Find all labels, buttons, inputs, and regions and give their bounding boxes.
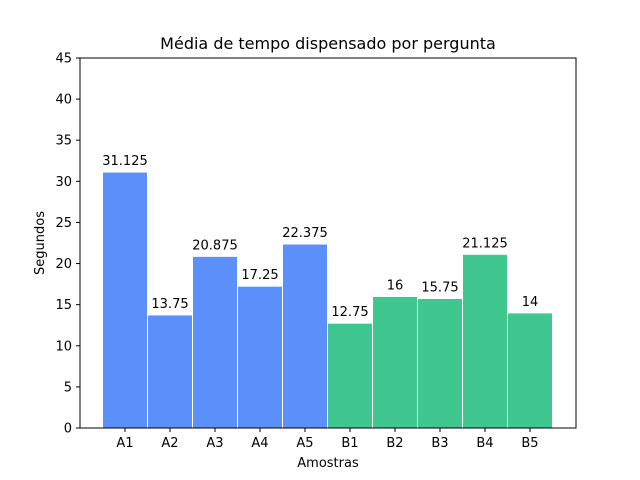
value-label-a2: 13.75: [151, 297, 188, 312]
bars-group: [102, 171, 553, 429]
x-tick-label-a4: A4: [251, 436, 268, 451]
x-tick-label-a1: A1: [116, 436, 133, 451]
bar-a1: [102, 171, 148, 429]
bar-a4: [237, 285, 283, 429]
y-tick-label-35: 35: [55, 134, 72, 149]
bar-a3: [192, 255, 238, 429]
x-tick-label-b4: B4: [476, 436, 493, 451]
plot-frame: [79, 57, 577, 429]
value-label-b4: 21.125: [462, 236, 508, 251]
x-tick-label-a5: A5: [296, 436, 313, 451]
bar-b3: [417, 298, 463, 429]
x-tick-label-b1: B1: [341, 436, 358, 451]
value-label-a1: 31.125: [102, 154, 148, 169]
x-tick-label-b3: B3: [431, 436, 448, 451]
y-tick-label-5: 5: [64, 380, 72, 395]
value-label-b3: 15.75: [421, 281, 458, 296]
x-tick-label-a2: A2: [161, 436, 178, 451]
x-tick-label-b2: B2: [386, 436, 403, 451]
y-tick-label-25: 25: [55, 216, 72, 231]
y-tick-label-40: 40: [55, 93, 72, 108]
bar-b1: [327, 322, 373, 429]
y-tick-label-10: 10: [55, 339, 72, 354]
y-tick-label-45: 45: [55, 52, 72, 67]
value-label-a3: 20.875: [192, 238, 238, 253]
bar-a2: [147, 314, 193, 429]
y-axis-label: Segundos: [33, 211, 48, 275]
value-label-a4: 17.25: [241, 268, 278, 283]
y-tick-label-20: 20: [55, 257, 72, 272]
y-tick-label-15: 15: [55, 298, 72, 313]
value-label-b2: 16: [387, 278, 404, 293]
bar-b2: [372, 295, 418, 429]
bar-b5: [507, 312, 553, 429]
value-label-b5: 14: [522, 295, 539, 310]
chart-title: Média de tempo dispensado por pergunta: [160, 34, 496, 53]
value-label-b1: 12.75: [331, 305, 368, 320]
bar-b4: [462, 253, 508, 429]
x-axis-label: Amostras: [297, 456, 359, 471]
y-tick-label-0: 0: [64, 422, 72, 437]
bar-a5: [282, 243, 328, 429]
y-tick-label-30: 30: [55, 175, 72, 190]
value-label-a5: 22.375: [282, 226, 328, 241]
y-axis: 0 5 10 15 20 25 30 35 40 45: [55, 52, 80, 437]
x-tick-label-b5: B5: [521, 436, 538, 451]
x-tick-label-a3: A3: [206, 436, 223, 451]
x-axis: A1 A2 A3 A4 A5 B1 B2 B3 B4 B5: [116, 428, 539, 451]
